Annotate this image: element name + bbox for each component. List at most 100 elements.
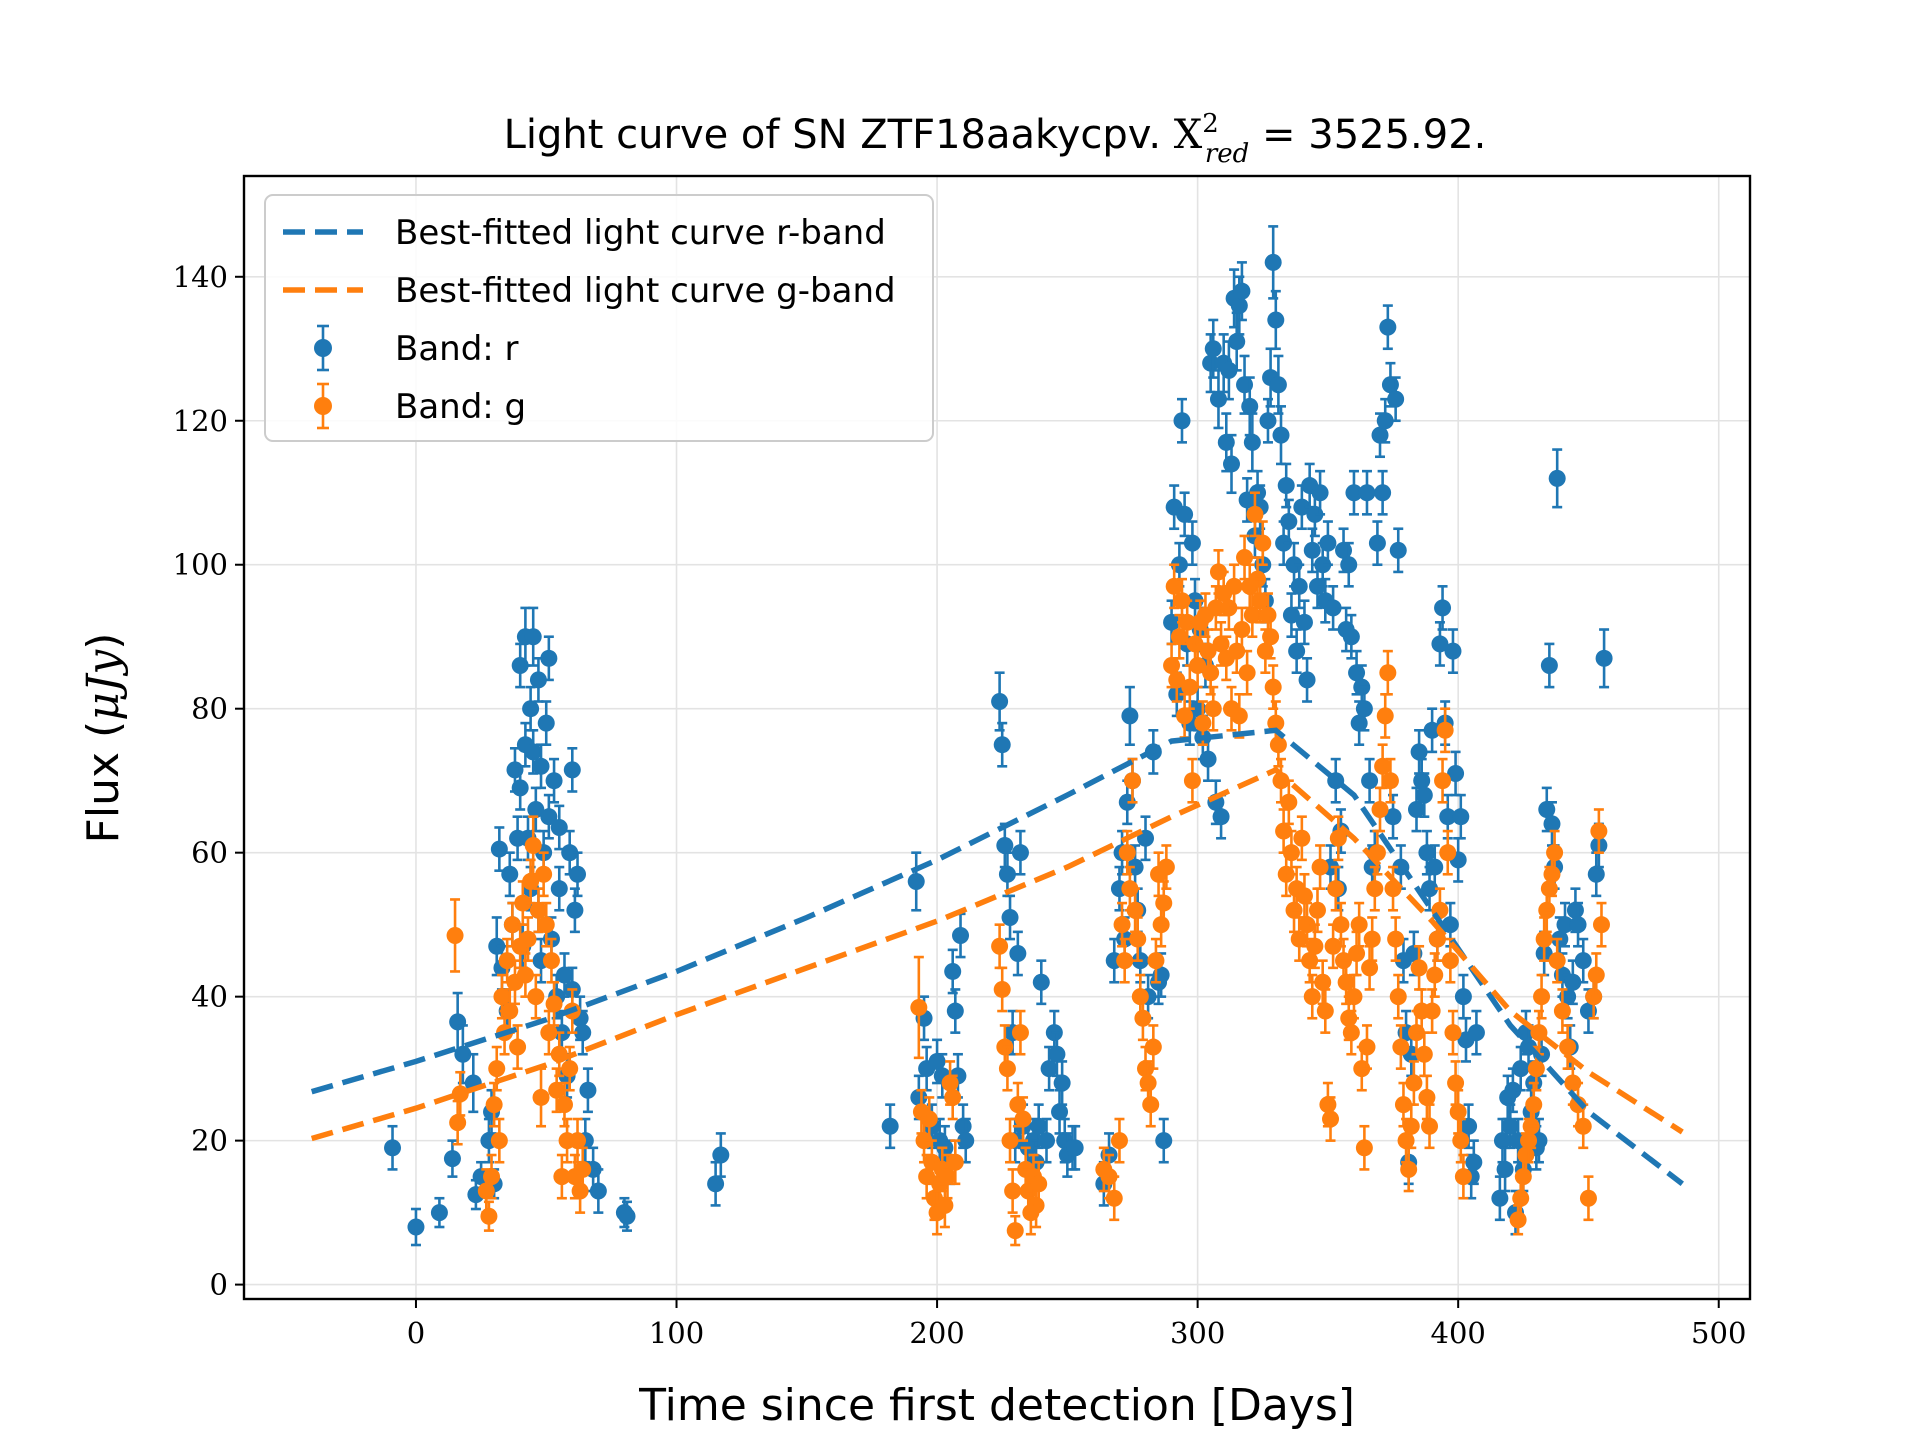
- marker: [1348, 944, 1366, 962]
- marker: [1418, 844, 1436, 862]
- marker: [910, 1088, 928, 1106]
- data-point-r-band: [1361, 757, 1379, 804]
- marker: [1493, 1132, 1511, 1150]
- data-point-g-band: [446, 898, 464, 973]
- data-point-g-band: [1389, 973, 1407, 1020]
- y-tick-label: 0: [210, 1268, 228, 1302]
- data-point-r-band: [1449, 836, 1467, 883]
- marker: [1337, 973, 1355, 991]
- marker: [1189, 657, 1207, 675]
- data-point-r-band: [1228, 311, 1246, 372]
- fit-curve-r-band: [310, 727, 1684, 1186]
- chart-title: Light curve of SN ZTF18aakycpv. X2 red = …: [504, 109, 1487, 169]
- data-point-r-band: [1293, 484, 1311, 531]
- data-point-g-band: [944, 1074, 962, 1121]
- data-point-g-band: [1006, 1214, 1024, 1247]
- marker: [1316, 1002, 1334, 1020]
- legend: Best-fitted light curve r-band Best-fitte…: [264, 194, 934, 442]
- marker: [545, 995, 563, 1013]
- marker: [1553, 1002, 1571, 1020]
- marker: [1329, 829, 1347, 847]
- marker: [1051, 1103, 1069, 1121]
- marker: [1129, 930, 1147, 948]
- data-point-g-band: [1011, 1009, 1029, 1056]
- data-point-g-band: [1358, 1024, 1376, 1070]
- data-point-r-band: [1496, 1146, 1514, 1193]
- marker: [1298, 671, 1316, 689]
- data-point-g-band: [1116, 937, 1134, 984]
- marker: [1225, 577, 1243, 595]
- marker: [1548, 469, 1566, 487]
- data-point-r-band: [1212, 793, 1230, 840]
- data-point-g-band: [946, 1139, 964, 1186]
- marker: [1426, 966, 1444, 984]
- marker: [1030, 1175, 1048, 1193]
- marker: [1512, 1060, 1530, 1078]
- marker: [1163, 613, 1181, 631]
- data-point-g-band: [1316, 988, 1334, 1034]
- marker: [1105, 1189, 1123, 1207]
- data-point-g-band: [1207, 585, 1225, 631]
- data-point-r-band: [1319, 520, 1337, 567]
- data-point-g-band: [1324, 923, 1342, 970]
- marker: [1434, 772, 1452, 790]
- marker: [1251, 592, 1269, 610]
- data-point-r-band: [569, 851, 587, 898]
- data-point-g-band: [532, 1067, 550, 1128]
- marker: [1355, 1139, 1373, 1157]
- data-point-r-band: [1379, 304, 1397, 351]
- data-point-r-band: [1465, 1139, 1483, 1186]
- data-point-g-band: [1030, 1160, 1048, 1207]
- marker: [1269, 736, 1287, 754]
- data-point-r-band: [1342, 613, 1360, 660]
- data-point-r-band: [1355, 685, 1373, 732]
- marker: [1540, 880, 1558, 898]
- y-tick-label: 100: [173, 548, 228, 582]
- marker: [1204, 700, 1222, 718]
- marker: [1123, 772, 1141, 790]
- data-point-r-band: [1595, 628, 1613, 689]
- marker: [1243, 433, 1261, 451]
- marker: [1165, 577, 1183, 595]
- legend-label: Band: g: [395, 387, 526, 427]
- data-point-r-band: [1183, 520, 1201, 567]
- marker: [1546, 844, 1564, 862]
- data-point-r-band: [1290, 563, 1308, 610]
- marker: [516, 966, 534, 984]
- legend-label: Best-fitted light curve g-band: [395, 271, 896, 311]
- marker: [522, 700, 540, 718]
- data-point-r-band: [1282, 592, 1300, 639]
- data-point-r-band: [443, 1139, 461, 1178]
- marker: [941, 1074, 959, 1092]
- marker: [1272, 426, 1290, 444]
- marker: [1259, 412, 1277, 430]
- data-point-g-band: [1371, 786, 1389, 833]
- data-point-r-band: [1368, 520, 1386, 567]
- data-point-r-band: [618, 1200, 636, 1232]
- marker: [540, 1024, 558, 1042]
- legend-entry-r-dashed: Best-fitted light curve r-band: [283, 213, 886, 253]
- data-point-r-band: [1374, 469, 1392, 516]
- y-tick-label: 60: [191, 836, 228, 870]
- marker: [1277, 477, 1295, 495]
- marker: [550, 880, 568, 898]
- marker: [498, 952, 516, 970]
- marker: [1118, 844, 1136, 862]
- marker: [996, 836, 1014, 854]
- marker: [1587, 865, 1605, 883]
- data-points: [384, 225, 1613, 1247]
- data-point-r-band: [1269, 354, 1287, 415]
- marker: [1319, 1096, 1337, 1114]
- marker: [1134, 1009, 1152, 1027]
- data-point-r-band: [907, 851, 925, 912]
- marker: [1439, 808, 1457, 826]
- marker: [524, 743, 542, 761]
- marker: [407, 1218, 425, 1236]
- data-point-g-band: [1322, 1096, 1340, 1142]
- marker: [1009, 944, 1027, 962]
- data-point-r-band: [1345, 469, 1363, 516]
- marker: [1137, 1060, 1155, 1078]
- marker: [1176, 505, 1194, 523]
- marker: [488, 1060, 506, 1078]
- data-point-g-band: [545, 980, 563, 1027]
